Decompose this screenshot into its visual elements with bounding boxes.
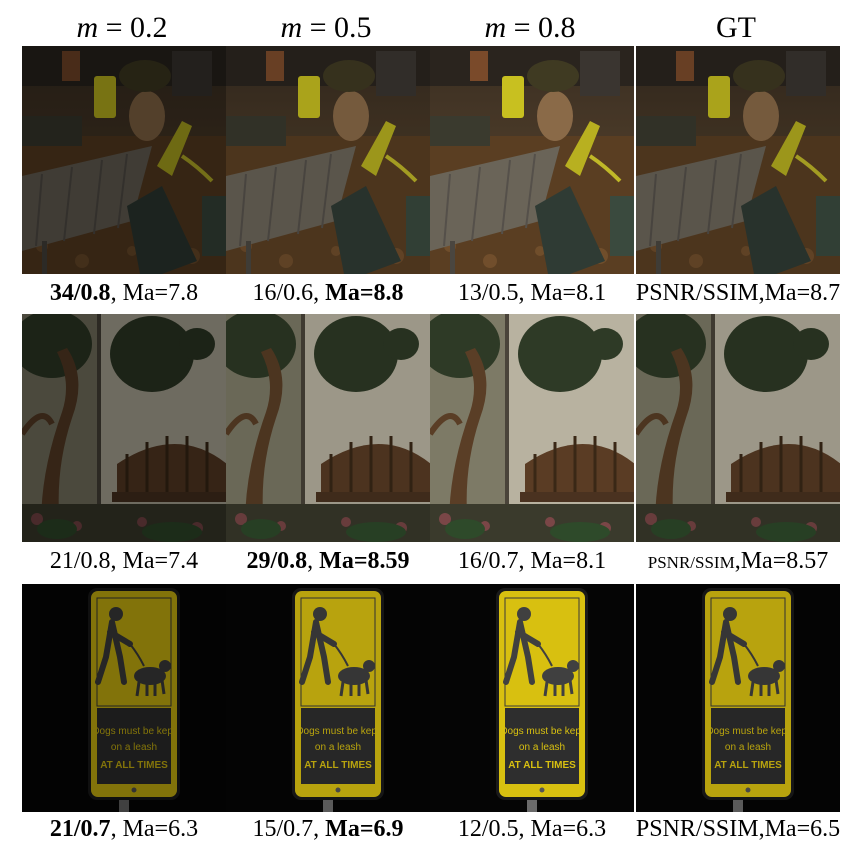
night-patio-chairs-image-m-0.2 bbox=[22, 46, 226, 274]
column-header-m-0.8: m = 0.8 bbox=[484, 11, 576, 44]
tree-mural-bench-image-gt bbox=[636, 314, 840, 542]
caption-text: 21/0.8, Ma=7.4 bbox=[49, 548, 199, 574]
caption-metrics: 13/0.5, Ma=8.1 bbox=[427, 278, 637, 308]
caption-text: Ma=6.9 bbox=[325, 816, 404, 842]
dog-leash-sign-image-gt: Dogs must be kept on a leash AT ALL TIME… bbox=[636, 584, 840, 812]
caption-text: 21/0.7 bbox=[49, 816, 111, 842]
caption-text: 16/0.7, Ma=8.1 bbox=[457, 548, 607, 574]
caption-metrics: 21/0.7, Ma=6.3 bbox=[19, 814, 229, 844]
sign-text-line-3: AT ALL TIMES bbox=[304, 760, 372, 771]
caption-text: 15/0.7, bbox=[252, 816, 326, 842]
caption-text: , Ma=7.8 bbox=[110, 280, 199, 306]
caption-text: 34/0.8 bbox=[49, 280, 111, 306]
sign-text-line-2: on a leash bbox=[519, 742, 565, 753]
caption-metrics: 34/0.8, Ma=7.8 bbox=[19, 278, 229, 308]
sign-text-line-2: on a leash bbox=[315, 742, 361, 753]
caption-text: , Ma=6.3 bbox=[110, 816, 199, 842]
sign-text-line-1: Dogs must be kept bbox=[92, 726, 176, 737]
caption-text: PSNR/SSIM bbox=[647, 553, 735, 572]
tree-mural-bench-image-m-0.8 bbox=[430, 314, 634, 542]
column-header-gt: GT bbox=[716, 11, 756, 44]
caption-metrics: 16/0.7, Ma=8.1 bbox=[427, 546, 637, 576]
sign-text-line-1: Dogs must be kept bbox=[296, 726, 380, 737]
caption-text: 29/0.8 bbox=[246, 548, 308, 574]
caption-text: Ma=8.8 bbox=[325, 280, 404, 306]
caption-metrics: 12/0.5, Ma=6.3 bbox=[427, 814, 637, 844]
caption-metrics: PSNR/SSIM,Ma=8.57 bbox=[633, 546, 843, 578]
caption-text: 16/0.6, bbox=[252, 280, 326, 306]
night-patio-chairs-image-gt bbox=[636, 46, 840, 274]
tree-mural-bench-image-m-0.2 bbox=[22, 314, 226, 542]
caption-metrics: 15/0.7, Ma=6.9 bbox=[223, 814, 433, 844]
dog-leash-sign-image-m-0.8: Dogs must be kept on a leash AT ALL TIME… bbox=[430, 584, 634, 812]
sign-text-line-2: on a leash bbox=[111, 742, 157, 753]
caption-text: Ma=8.59 bbox=[319, 548, 410, 574]
column-header-m-0.2: m = 0.2 bbox=[76, 11, 168, 44]
caption-text: PSNR/SSIM,Ma=8.7 bbox=[635, 280, 841, 306]
sign-text-line-3: AT ALL TIMES bbox=[714, 760, 782, 771]
sign-text-line-3: AT ALL TIMES bbox=[508, 760, 576, 771]
night-patio-chairs-image-m-0.8 bbox=[430, 46, 634, 274]
caption-text: 12/0.5, Ma=6.3 bbox=[457, 816, 607, 842]
caption-text: , bbox=[307, 548, 320, 574]
caption-text: 13/0.5, Ma=8.1 bbox=[457, 280, 607, 306]
dog-leash-sign-image-m-0.5: Dogs must be kept on a leash AT ALL TIME… bbox=[226, 584, 430, 812]
caption-metrics: PSNR/SSIM,Ma=6.5 bbox=[633, 814, 843, 844]
sign-text-line-1: Dogs must be kept bbox=[706, 726, 790, 737]
sign-text-line-2: on a leash bbox=[725, 742, 771, 753]
caption-metrics: PSNR/SSIM,Ma=8.7 bbox=[633, 278, 843, 308]
caption-metrics: 16/0.6, Ma=8.8 bbox=[223, 278, 433, 308]
caption-metrics: 29/0.8, Ma=8.59 bbox=[223, 546, 433, 576]
column-header-m-0.5: m = 0.5 bbox=[280, 11, 372, 44]
caption-text: PSNR/SSIM,Ma=6.5 bbox=[635, 816, 841, 842]
dog-leash-sign-image-m-0.2: Dogs must be kept on a leash AT ALL TIME… bbox=[22, 584, 226, 812]
sign-text-line-3: AT ALL TIMES bbox=[100, 760, 168, 771]
sign-text-line-1: Dogs must be kept bbox=[500, 726, 584, 737]
tree-mural-bench-image-m-0.5 bbox=[226, 314, 430, 542]
caption-text: ,Ma=8.57 bbox=[734, 548, 829, 574]
caption-metrics: 21/0.8, Ma=7.4 bbox=[19, 546, 229, 576]
night-patio-chairs-image-m-0.5 bbox=[226, 46, 430, 274]
